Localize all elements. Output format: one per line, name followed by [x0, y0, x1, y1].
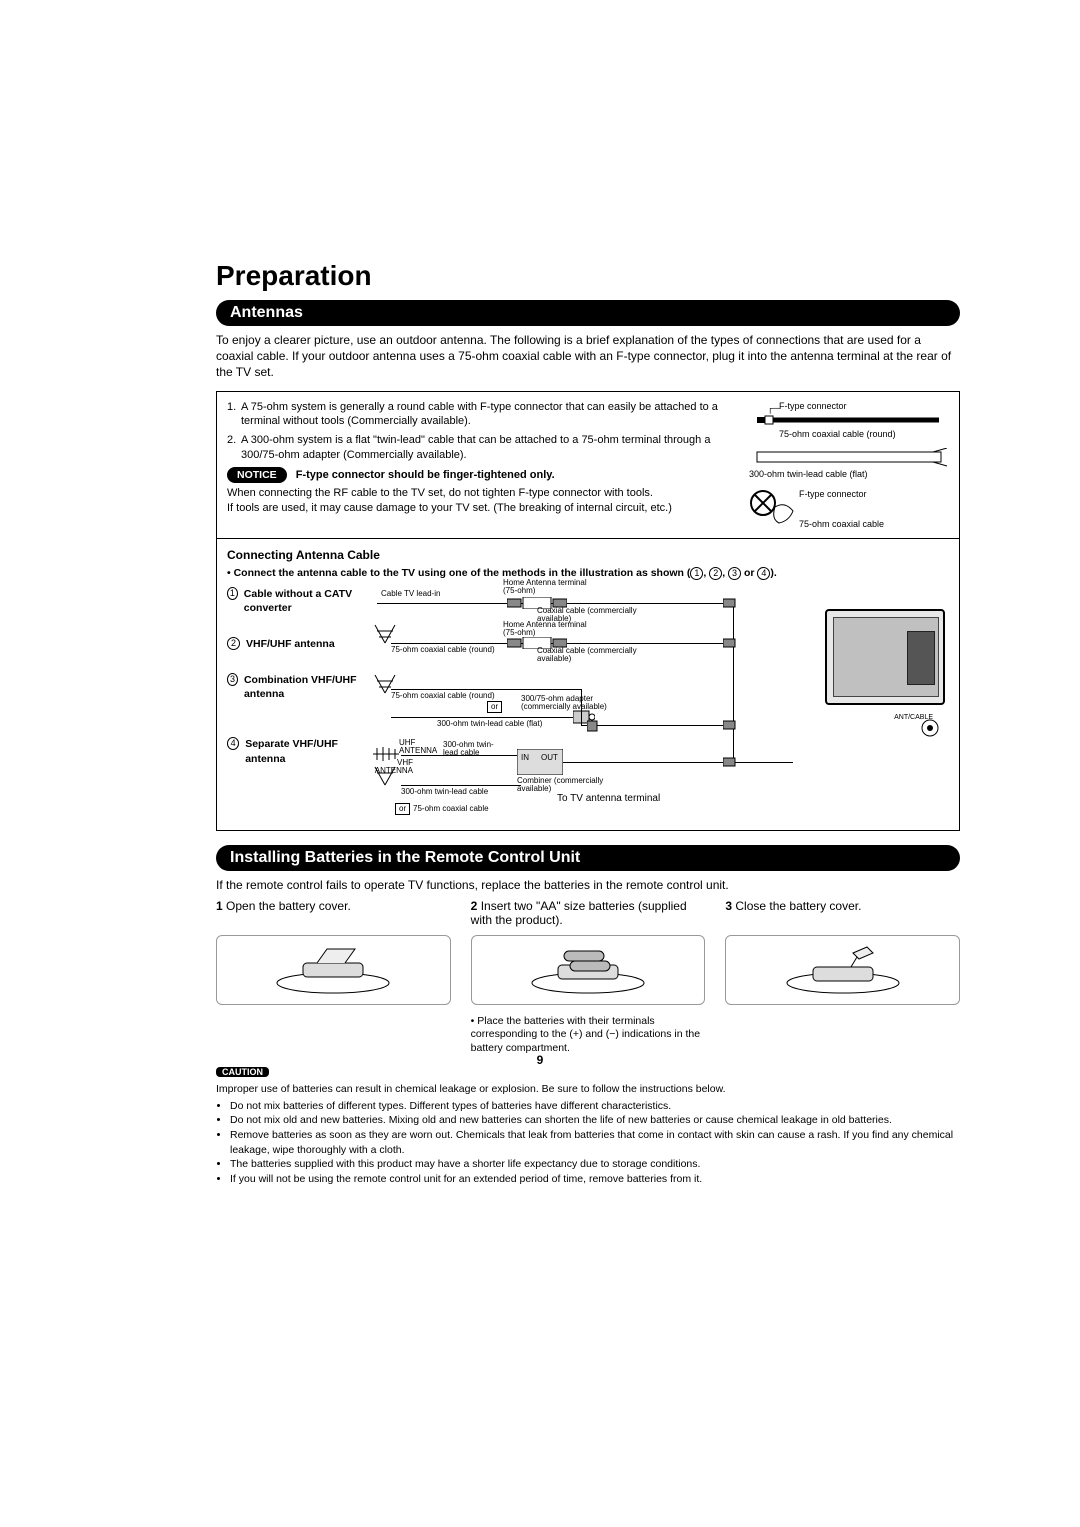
- label-75-coax: 75-ohm coaxial cable: [799, 518, 949, 530]
- step-text: Close the battery cover.: [735, 899, 861, 913]
- method-item: 3 Combination VHF/UHF antenna: [227, 673, 371, 701]
- step-number: 2: [471, 899, 478, 913]
- circle-number-icon: 4: [757, 567, 770, 580]
- label-or: or: [395, 803, 410, 816]
- method-item: 1 Cable without a CATV converter: [227, 587, 371, 615]
- circle-number-icon: 1: [690, 567, 703, 580]
- antenna-icon: [371, 623, 401, 645]
- battery-illustrations: [216, 935, 960, 1005]
- method-label: VHF/UHF antenna: [246, 637, 335, 651]
- label-out: OUT: [541, 753, 558, 764]
- twin-lead-cable-icon: [749, 448, 949, 468]
- battery-steps: 1 Open the battery cover. 2 Insert two "…: [216, 899, 960, 927]
- label-coax75-round: 75-ohm coaxial cable (round): [391, 645, 495, 656]
- label-coax75: 75-ohm coaxial cable: [413, 804, 489, 815]
- wiring-diagram: ANT/CABLE Cable TV lead-in Home Antenna …: [377, 587, 949, 822]
- label-in: IN: [521, 753, 529, 764]
- battery-placement-note: • Place the batteries with their termina…: [471, 1015, 706, 1056]
- list-number: 2.: [227, 433, 241, 463]
- label-cable-leadin: Cable TV lead-in: [381, 589, 440, 600]
- port-icon: [921, 719, 939, 737]
- label-300-twin: 300-ohm twin-lead cable: [401, 787, 488, 798]
- label-ftype-connector: F-type connector: [779, 401, 847, 411]
- hand-tighten-icon: [749, 489, 795, 529]
- connecting-heading: Connecting Antenna Cable: [227, 547, 949, 563]
- list-item: The batteries supplied with this product…: [230, 1157, 960, 1172]
- coax-cable-icon: [749, 412, 949, 428]
- notice-bold-text: F-type connector should be finger-tighte…: [296, 469, 555, 481]
- step-item: 3 Close the battery cover.: [725, 899, 960, 927]
- method-item: 4 Separate VHF/UHF antenna: [227, 737, 371, 765]
- list-item: Remove batteries as soon as they are wor…: [230, 1128, 960, 1157]
- step-number: 3: [725, 899, 732, 913]
- label-combiner: Combiner (commercially available): [517, 777, 627, 793]
- label-or: or: [487, 701, 502, 714]
- method-label: Combination VHF/UHF antenna: [244, 673, 371, 701]
- caution-intro: Improper use of batteries can result in …: [216, 1083, 960, 1095]
- list-text: A 75-ohm system is generally a round cab…: [241, 400, 741, 430]
- antennas-intro: To enjoy a clearer picture, use an outdo…: [216, 332, 960, 381]
- label-adapter: 300/75-ohm adapter (commercially availab…: [521, 695, 631, 711]
- antennas-box-types: 1. A 75-ohm system is generally a round …: [216, 391, 960, 540]
- list-item: Do not mix old and new batteries. Mixing…: [230, 1113, 960, 1128]
- label-home-terminal: Home Antenna terminal (75-ohm): [503, 579, 593, 595]
- battery-cover-close-icon: [725, 935, 960, 1005]
- methods-column: 1 Cable without a CATV converter 2 VHF/U…: [227, 587, 377, 822]
- caution-bullets: Do not mix batteries of different types.…: [216, 1099, 960, 1187]
- step-text: Insert two "AA" size batteries (supplied…: [471, 899, 687, 927]
- plug-icon: [723, 597, 739, 609]
- label-uhf-antenna: UHF ANTENNA: [399, 739, 441, 755]
- circle-number-icon: 3: [728, 567, 741, 580]
- list-item: 1. A 75-ohm system is generally a round …: [227, 400, 741, 430]
- step-number: 1: [216, 899, 223, 913]
- method-item: 2 VHF/UHF antenna: [227, 637, 371, 651]
- method-label: Cable without a CATV converter: [244, 587, 371, 615]
- page-title: Preparation: [216, 260, 960, 292]
- battery-cover-open-icon: [216, 935, 451, 1005]
- cable-illustrations: ┌─ F-type connector 75-ohm coaxial cable…: [749, 400, 949, 531]
- connector-icon: [587, 717, 605, 735]
- label-75-round: 75-ohm coaxial cable (round): [749, 428, 949, 440]
- tv-port-panel: [907, 631, 935, 685]
- step-item: 1 Open the battery cover.: [216, 899, 451, 927]
- label-home-terminal: Home Antenna terminal (75-ohm): [503, 621, 593, 637]
- list-text: A 300-ohm system is a flat "twin-lead" c…: [241, 433, 741, 463]
- label-ftype-connector: F-type connector: [799, 488, 949, 500]
- plug-icon: [723, 637, 739, 649]
- notice-paragraph: If tools are used, it may cause damage t…: [227, 501, 741, 516]
- circle-number-icon: 4: [227, 737, 239, 750]
- batteries-intro: If the remote control fails to operate T…: [216, 877, 960, 893]
- label-300-flat: 300-ohm twin-lead cable (flat): [749, 468, 949, 480]
- label-coax-commercial: Coaxial cable (commercially available): [537, 647, 637, 663]
- battery-insert-icon: [471, 935, 706, 1005]
- circle-number-icon: 3: [227, 673, 238, 686]
- list-item: Do not mix batteries of different types.…: [230, 1099, 960, 1114]
- plug-icon: [723, 756, 739, 768]
- page: Preparation Antennas To enjoy a clearer …: [0, 0, 1080, 1527]
- step-item: 2 Insert two "AA" size batteries (suppli…: [471, 899, 706, 927]
- list-number: 1.: [227, 400, 241, 430]
- page-number: 9: [0, 1053, 1080, 1067]
- plug-icon: [723, 719, 739, 731]
- notice-pill: NOTICE: [227, 467, 287, 483]
- step-text: Open the battery cover.: [226, 899, 351, 913]
- method-label: Separate VHF/UHF antenna: [245, 737, 371, 765]
- label-300-twin-flat: 300-ohm twin-lead cable (flat): [437, 719, 542, 730]
- section-heading-antennas: Antennas: [216, 300, 960, 326]
- connecting-antenna-box: Connecting Antenna Cable • Connect the a…: [216, 538, 960, 830]
- list-item: 2. A 300-ohm system is a flat "twin-lead…: [227, 433, 741, 463]
- circle-number-icon: 2: [227, 637, 240, 650]
- notice-row: NOTICE F-type connector should be finger…: [227, 467, 741, 483]
- notice-paragraph: When connecting the RF cable to the TV s…: [227, 486, 741, 501]
- circle-number-icon: 1: [227, 587, 238, 600]
- label-vhf-antenna: VHF ANTENNA: [371, 759, 413, 775]
- label-coax75-round: 75-ohm coaxial cable (round): [391, 691, 495, 702]
- circle-number-icon: 2: [709, 567, 722, 580]
- section-heading-batteries: Installing Batteries in the Remote Contr…: [216, 845, 960, 871]
- caution-pill: CAUTION: [216, 1067, 269, 1077]
- list-item: If you will not be using the remote cont…: [230, 1172, 960, 1187]
- label-to-tv: To TV antenna terminal: [557, 793, 660, 804]
